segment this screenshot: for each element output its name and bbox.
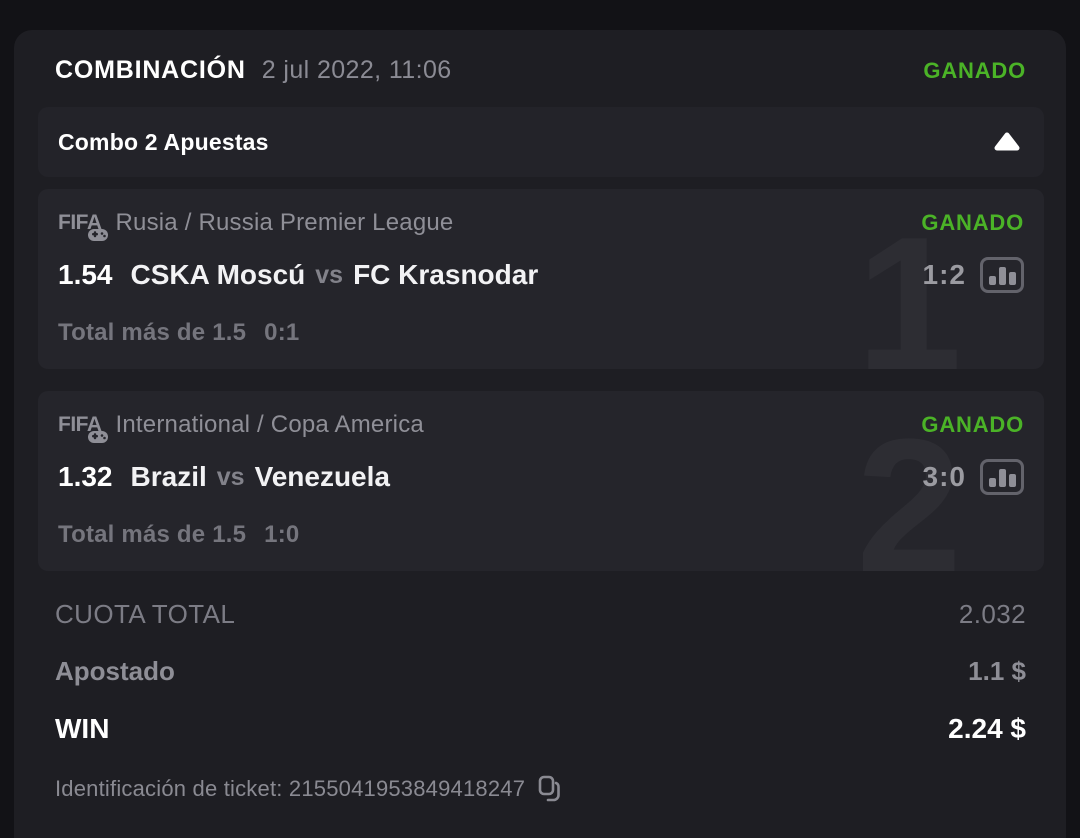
market-label: Total más de 1.5	[58, 319, 247, 346]
market-score: 1:0	[264, 521, 300, 548]
ticket-date: 2 jul 2022, 11:06	[261, 56, 452, 84]
stake-value: 1.1 $	[968, 656, 1026, 686]
triangle-up-icon[interactable]	[994, 131, 1020, 153]
bet-card-2: 2 FIFA International / Copa America GANA…	[38, 391, 1044, 571]
ticket-id-row: Identificación de ticket: 21550419538494…	[14, 771, 1066, 803]
match-score: 3:0	[922, 461, 966, 492]
ticket-header: COMBINACIÓN 2 jul 2022, 11:06 GANADO	[14, 30, 1066, 103]
match-score: 1:2	[922, 259, 966, 290]
copy-icon[interactable]	[537, 775, 561, 803]
gamepad-icon	[87, 431, 108, 443]
gamepad-icon	[87, 229, 108, 241]
bet-ticket-card: COMBINACIÓN 2 jul 2022, 11:06 GANADO Com…	[14, 30, 1066, 838]
league-label: International / Copa America	[115, 411, 424, 438]
ticket-id-value: 2155041953849418247	[288, 776, 526, 801]
away-team: FC Krasnodar	[353, 259, 539, 290]
total-odds-value: 2.032	[958, 599, 1026, 629]
league-label: Rusia / Russia Premier League	[115, 209, 454, 236]
market-score: 0:1	[264, 319, 300, 346]
home-team: Brazil	[130, 461, 207, 492]
ticket-status-badge: GANADO	[923, 57, 1026, 83]
win-label: WIN	[55, 713, 110, 744]
bet-index-watermark: 2	[856, 400, 962, 571]
away-team: Venezuela	[254, 461, 390, 492]
bar-chart-icon[interactable]	[980, 257, 1024, 293]
ticket-summary: CUOTA TOTAL 2.032 Apostado 1.1 $ WIN 2.2…	[14, 593, 1066, 745]
win-value: 2.24 $	[948, 713, 1026, 744]
home-team: CSKA Moscú	[130, 259, 306, 290]
combo-collapse-bar[interactable]: Combo 2 Apuestas	[38, 107, 1044, 177]
ticket-type-title: COMBINACIÓN	[55, 56, 246, 84]
stake-label: Apostado	[55, 656, 175, 686]
fifa-provider-logo: FIFA	[58, 211, 108, 241]
vs-label: vs	[315, 260, 344, 289]
combo-label: Combo 2 Apuestas	[58, 128, 269, 155]
bet-status-badge: GANADO	[921, 412, 1024, 437]
bet-odds: 1.32	[58, 461, 113, 492]
ticket-id-label: Identificación de ticket:	[55, 776, 283, 801]
fifa-provider-logo: FIFA	[58, 413, 108, 443]
market-label: Total más de 1.5	[58, 521, 247, 548]
total-odds-label: CUOTA TOTAL	[55, 599, 236, 629]
bet-status-badge: GANADO	[921, 210, 1024, 235]
bet-odds: 1.54	[58, 259, 113, 290]
bet-card-1: 1 FIFA Rusia / Russia Premier League GAN…	[38, 189, 1044, 369]
bet-index-watermark: 1	[856, 198, 962, 369]
vs-label: vs	[216, 462, 245, 491]
bar-chart-icon[interactable]	[980, 459, 1024, 495]
